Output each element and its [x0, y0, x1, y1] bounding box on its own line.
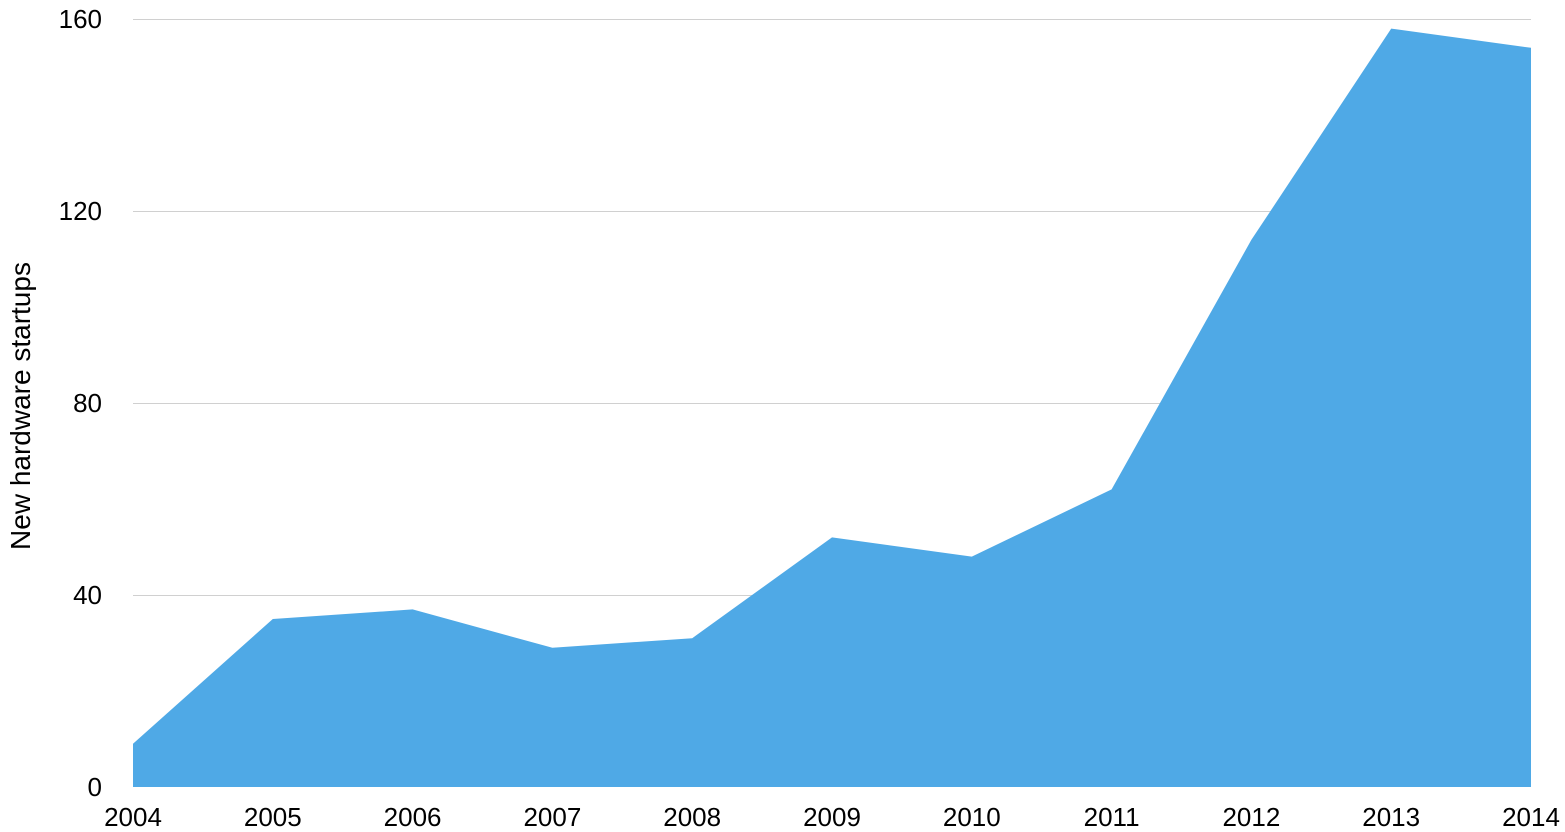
y-tick-label: 160 [59, 4, 102, 34]
y-tick-label: 120 [59, 196, 102, 226]
y-tick-label: 80 [73, 388, 102, 418]
x-tick-label: 2014 [1502, 802, 1560, 832]
y-tick-label: 40 [73, 580, 102, 610]
series-area-layer [133, 28, 1531, 788]
x-tick-label: 2006 [384, 802, 442, 832]
x-tick-label: 2005 [244, 802, 302, 832]
y-axis-tick-labels: 0 40 80 120 160 [59, 4, 102, 802]
x-tick-label: 2011 [1084, 802, 1140, 832]
x-tick-label: 2004 [104, 802, 162, 832]
x-tick-label: 2009 [803, 802, 861, 832]
x-tick-label: 2012 [1222, 802, 1280, 832]
x-tick-label: 2010 [943, 802, 1001, 832]
x-axis-tick-labels: 2004 2005 2006 2007 2008 2009 2010 2011 2012 2013… [104, 802, 1560, 832]
series-area [133, 28, 1531, 788]
y-axis-title: New hardware startups [5, 262, 36, 550]
x-tick-label: 2008 [663, 802, 721, 832]
x-tick-label: 2013 [1362, 802, 1420, 832]
x-tick-label: 2007 [523, 802, 581, 832]
y-tick-label: 0 [88, 772, 102, 802]
